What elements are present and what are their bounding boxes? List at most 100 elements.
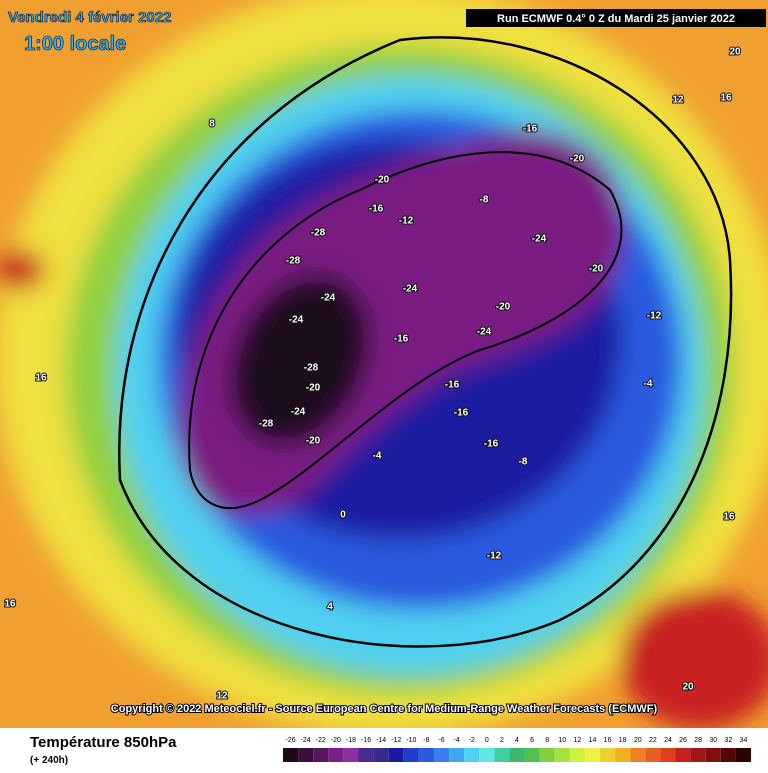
colorbar-swatch <box>569 748 585 762</box>
contour-label: 16 <box>4 599 16 610</box>
colorbar-tick-label: -20 <box>331 737 341 744</box>
colorbar-tick-label: 32 <box>724 737 732 744</box>
colorbar-tick-label: -16 <box>361 737 371 744</box>
contour-label: -4 <box>373 451 382 462</box>
colorbar-swatch <box>524 748 540 762</box>
colorbar: -26 -24 -22 -20 -18 -16 -14 -12 -10 -8 -6 -4 -2 0 2 4 6 8… <box>283 737 751 762</box>
contour-label: -16 <box>484 439 499 450</box>
contour-label: 4 <box>327 602 333 613</box>
contour-label: 16 <box>723 512 735 523</box>
colorbar-swatch <box>479 748 495 762</box>
contour-label: -16 <box>445 380 460 391</box>
contour-label: -16 <box>394 334 409 345</box>
colorbar-tick-label: 26 <box>679 737 687 744</box>
contour-label: -28 <box>286 256 301 267</box>
colorbar-tick-label: -14 <box>376 737 386 744</box>
colorbar-tick-label: 4 <box>515 737 519 744</box>
date: Vendredi 4 février 2022 <box>8 9 171 26</box>
time: 1:00 locale <box>24 33 126 55</box>
contour-label: -16 <box>523 124 538 135</box>
colorbar-swatch <box>584 748 601 762</box>
colorbar-swatch <box>313 748 329 762</box>
contour-label: -12 <box>487 551 502 562</box>
contour-label: -20 <box>570 154 585 165</box>
contour-label: -24 <box>532 234 547 245</box>
contour-label: -12 <box>399 216 414 227</box>
colorbar-swatch <box>735 748 751 762</box>
contour-label: 12 <box>672 95 684 106</box>
colorbar-tick-label: -26 <box>285 737 295 744</box>
colorbar-tick-label: 6 <box>530 737 534 744</box>
contour-label: -4 <box>644 379 653 390</box>
colorbar-tick-label: -24 <box>301 737 311 744</box>
colorbar-tick-label: -12 <box>391 737 401 744</box>
colorbar-swatch <box>298 748 314 762</box>
contour-label: -20 <box>589 264 604 275</box>
map <box>0 0 768 735</box>
colorbar-tick-label: -10 <box>406 737 416 744</box>
contour-label: -16 <box>454 408 469 419</box>
colorbar-swatch <box>449 748 465 762</box>
contour-label: -20 <box>496 302 511 313</box>
colorbar-swatch <box>343 748 359 762</box>
colorbar-swatch <box>433 748 450 762</box>
colorbar-tick-label: -18 <box>346 737 356 744</box>
contour-label: 12 <box>216 691 228 702</box>
contour-label: -8 <box>480 195 489 206</box>
colorbar-swatch <box>509 748 525 762</box>
colorbar-swatch <box>645 748 661 762</box>
run-info: Run ECMWF 0.4° 0 Z du Mardi 25 janvier 2… <box>497 13 735 25</box>
colorbar-swatch <box>328 748 344 762</box>
contour-label: 20 <box>729 47 741 58</box>
colorbar-tick-label: 34 <box>740 737 748 744</box>
colorbar-tick-label: -22 <box>316 737 326 744</box>
colorbar-tick-label: -8 <box>423 737 429 744</box>
colorbar-swatch <box>675 748 691 762</box>
contour-label: -24 <box>403 284 418 295</box>
colorbar-swatch <box>660 748 676 762</box>
colorbar-tick-label: -6 <box>438 737 444 744</box>
colorbar-tick-label: 14 <box>589 737 597 744</box>
contour-label: -28 <box>311 228 326 239</box>
contour-label: 20 <box>682 682 694 693</box>
contour-label: -24 <box>477 327 492 338</box>
colorbar-tick-label: 22 <box>649 737 657 744</box>
colorbar-tick-label: 24 <box>664 737 672 744</box>
footer-lead: (+ 240h) <box>30 755 68 766</box>
contour-label: -28 <box>304 363 319 374</box>
colorbar-tick-label: 2 <box>500 737 504 744</box>
colorbar-swatch <box>494 748 510 762</box>
contour-label: 8 <box>209 119 215 130</box>
colorbar-tick-label: 28 <box>694 737 702 744</box>
colorbar-swatch <box>705 748 721 762</box>
colorbar-swatch <box>720 748 736 762</box>
colorbar-tick-label: 20 <box>634 737 642 744</box>
copyright: Copyright © 2022 Meteociel.fr - Source E… <box>111 703 658 715</box>
contour-label: -24 <box>291 407 306 418</box>
contour-label: 16 <box>35 373 47 384</box>
contour-label: -28 <box>259 419 274 430</box>
colorbar-swatch <box>358 748 374 762</box>
colorbar-tick-label: 16 <box>604 737 612 744</box>
colorbar-tick-label: 10 <box>558 737 566 744</box>
colorbar-swatch <box>464 748 480 762</box>
contour-label: -8 <box>519 457 528 468</box>
colorbar-swatch <box>615 748 631 762</box>
run-box <box>466 9 766 27</box>
colorbar-swatch <box>539 748 555 762</box>
contour-label: 0 <box>340 510 346 521</box>
contour-label: 16 <box>720 93 732 104</box>
colorbar-tick-label: 30 <box>709 737 717 744</box>
colorbar-tick-label: 0 <box>485 737 489 744</box>
colorbar-swatch <box>403 748 419 762</box>
colorbar-swatch <box>630 748 646 762</box>
contour-label: -16 <box>369 204 384 215</box>
contour-label: -20 <box>306 436 321 447</box>
colorbar-tick-label: 18 <box>619 737 627 744</box>
colorbar-tick-label: 12 <box>573 737 581 744</box>
colorbar-tick-label: 8 <box>545 737 549 744</box>
colorbar-tick-label: -4 <box>453 737 459 744</box>
contour-label: -24 <box>289 315 304 326</box>
colorbar-swatch <box>600 748 616 762</box>
